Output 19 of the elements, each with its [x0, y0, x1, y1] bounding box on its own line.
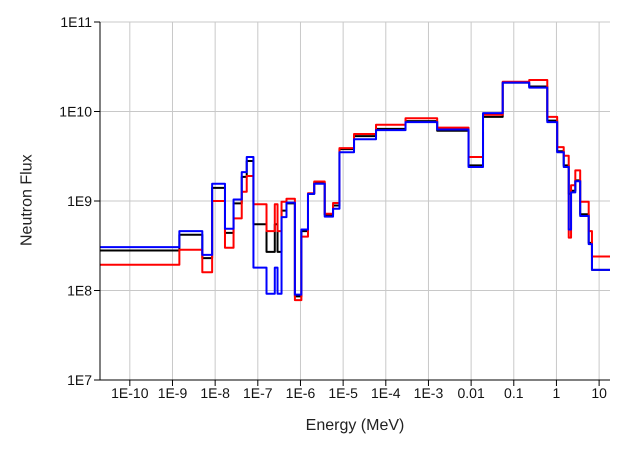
x-tick-label: 1E-7 — [243, 384, 273, 401]
x-tick-label: 1E-5 — [328, 384, 358, 401]
x-tick-label: 1E-3 — [414, 384, 444, 401]
y-tick-label: 1E9 — [67, 192, 92, 209]
x-tick-label: 1E-9 — [158, 384, 188, 401]
y-axis-title: Neutron Flux — [18, 154, 36, 246]
x-tick-label: 1E-8 — [200, 384, 230, 401]
y-tick-label: 1E8 — [67, 282, 92, 298]
x-tick-label: 0.1 — [504, 384, 524, 401]
y-tick-label: 1E7 — [67, 372, 92, 388]
x-axis-title: Energy (MeV) — [306, 417, 404, 434]
y-tick-label: 1E10 — [59, 103, 92, 120]
x-tick-label: 1 — [552, 384, 561, 401]
y-tick-label: 1E11 — [60, 14, 92, 30]
x-tick-label: 1E-6 — [286, 384, 316, 401]
x-tick-label: 1E-10 — [111, 384, 149, 401]
x-tick-label: 10 — [591, 384, 608, 401]
x-tick-label: 0.01 — [457, 384, 485, 401]
x-tick-label: 1E-4 — [371, 384, 401, 401]
